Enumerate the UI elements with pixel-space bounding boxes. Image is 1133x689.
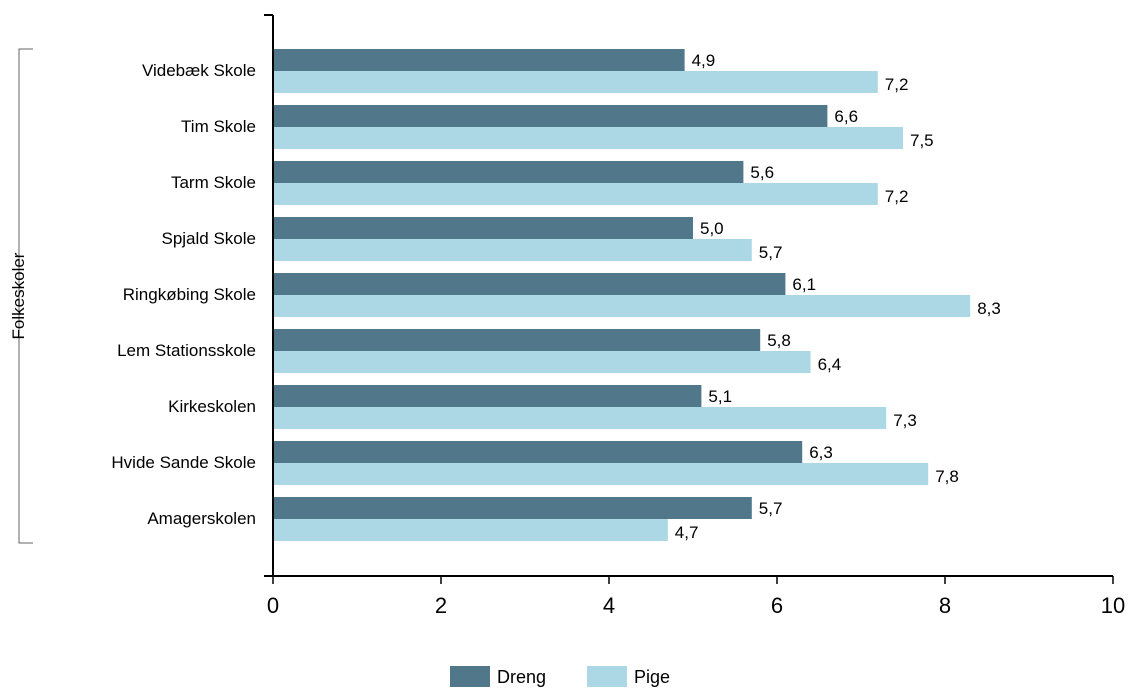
bar-dreng-tarm-skole — [273, 161, 744, 183]
value-label-dreng-tarm-skole: 5,6 — [750, 163, 774, 182]
x-tick-label-2: 2 — [435, 593, 447, 618]
bar-dreng-videb-k-skole — [273, 49, 685, 71]
legend-swatch-dreng — [450, 666, 490, 687]
bar-dreng-tim-skole — [273, 105, 828, 127]
bar-dreng-spjald-skole — [273, 217, 693, 239]
bar-pige-hvide-sande-skole — [273, 463, 929, 485]
value-label-dreng-spjald-skole: 5,0 — [700, 219, 724, 238]
legend-label-dreng: Dreng — [497, 667, 546, 687]
value-label-pige-tim-skole: 7,5 — [910, 131, 934, 150]
bar-dreng-hvide-sande-skole — [273, 441, 803, 463]
value-label-dreng-videb-k-skole: 4,9 — [692, 51, 716, 70]
value-label-pige-spjald-skole: 5,7 — [759, 243, 783, 262]
value-label-pige-tarm-skole: 7,2 — [885, 187, 909, 206]
x-tick-label-10: 10 — [1101, 593, 1125, 618]
category-label-tarm-skole: Tarm Skole — [171, 173, 256, 192]
category-label-kirkeskolen: Kirkeskolen — [168, 397, 256, 416]
bar-dreng-amagerskolen — [273, 497, 752, 519]
bar-pige-spjald-skole — [273, 239, 752, 261]
x-ticks-layer: 0 2 4 6 8 10 — [267, 576, 1125, 618]
value-label-pige-hvide-sande-skole: 7,8 — [935, 467, 959, 486]
value-label-dreng-ringk-bing-skole: 6,1 — [792, 275, 816, 294]
axes-layer — [264, 14, 1113, 577]
group-label: Folkeskoler — [9, 252, 28, 339]
value-label-dreng-hvide-sande-skole: 6,3 — [809, 443, 833, 462]
value-label-pige-amagerskolen: 4,7 — [675, 523, 699, 542]
x-tick-label-8: 8 — [939, 593, 951, 618]
category-label-hvide-sande-skole: Hvide Sande Skole — [111, 453, 256, 472]
bar-dreng-ringk-bing-skole — [273, 273, 786, 295]
category-labels-layer: Videbæk Skole Tim Skole Tarm Skole Spjald S… — [111, 61, 256, 528]
group-bracket-line — [18, 48, 33, 544]
bar-pige-videb-k-skole — [273, 71, 878, 93]
value-label-dreng-lem-stationsskole: 5,8 — [767, 331, 791, 350]
value-label-pige-videb-k-skole: 7,2 — [885, 75, 909, 94]
category-label-amagerskolen: Amagerskolen — [147, 509, 256, 528]
category-label-spjald-skole: Spjald Skole — [161, 229, 256, 248]
value-label-pige-ringk-bing-skole: 8,3 — [977, 299, 1001, 318]
group-bracket: Folkeskoler — [9, 48, 33, 544]
legend-label-pige: Pige — [634, 667, 670, 687]
bar-pige-tarm-skole — [273, 183, 878, 205]
value-labels-layer: 4,9 7,2 6,6 7,5 5,6 7,2 5,0 5,7 6,1 8,3 5,8 6,4 5,1 7… — [675, 51, 1001, 542]
x-tick-label-0: 0 — [267, 593, 279, 618]
value-label-dreng-kirkeskolen: 5,1 — [708, 387, 732, 406]
bar-pige-tim-skole — [273, 127, 903, 149]
bar-pige-lem-stationsskole — [273, 351, 811, 373]
value-label-pige-lem-stationsskole: 6,4 — [818, 355, 842, 374]
bar-pige-ringk-bing-skole — [273, 295, 971, 317]
value-label-dreng-amagerskolen: 5,7 — [759, 499, 783, 518]
bar-pige-kirkeskolen — [273, 407, 887, 429]
x-tick-label-4: 4 — [603, 593, 615, 618]
bar-dreng-lem-stationsskole — [273, 329, 761, 351]
category-label-ringk-bing-skole: Ringkøbing Skole — [123, 285, 256, 304]
legend: Dreng Pige — [450, 666, 670, 687]
bar-pige-amagerskolen — [273, 519, 668, 541]
x-tick-label-6: 6 — [771, 593, 783, 618]
category-label-videb-k-skole: Videbæk Skole — [142, 61, 256, 80]
legend-swatch-pige — [587, 666, 627, 687]
value-label-pige-kirkeskolen: 7,3 — [893, 411, 917, 430]
category-label-tim-skole: Tim Skole — [181, 117, 256, 136]
category-label-lem-stationsskole: Lem Stationsskole — [117, 341, 256, 360]
bar-dreng-kirkeskolen — [273, 385, 702, 407]
bars-layer — [273, 49, 971, 541]
value-label-dreng-tim-skole: 6,6 — [834, 107, 858, 126]
